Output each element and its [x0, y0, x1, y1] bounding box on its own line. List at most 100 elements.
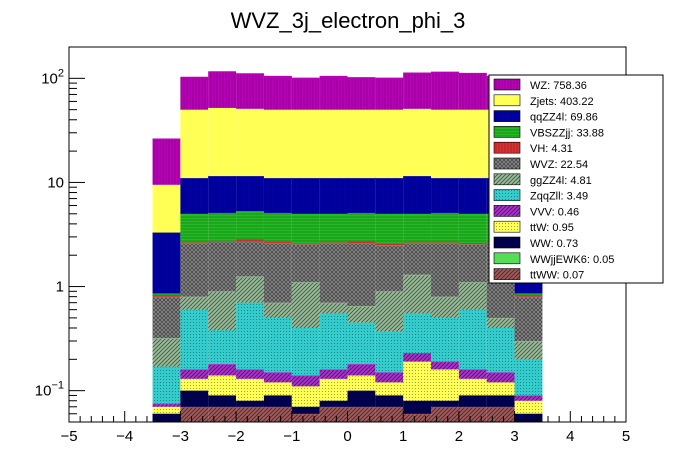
y-axis: 10−1 1 10 102: [35, 46, 85, 423]
bar-segment: [263, 242, 292, 303]
bar-segment: [236, 73, 264, 109]
bar-segment: [263, 406, 292, 422]
bar-segment: [319, 75, 348, 110]
legend-label: Zjets: 403.22: [530, 96, 594, 108]
bar-segment: [347, 242, 376, 307]
legend-entry: WWjjEWK6: 0.05: [493, 252, 614, 266]
bar-segment: [180, 242, 209, 297]
bar-segment: [208, 107, 237, 177]
bar-segment: [403, 213, 432, 243]
bar-segment: [431, 212, 459, 243]
bar-segment: [263, 241, 292, 244]
x-tick-label: 2: [455, 428, 463, 445]
bar-segment: [514, 399, 543, 414]
bar-segment: [291, 374, 320, 387]
x-tick-label: 4: [566, 428, 574, 445]
bar-segment: [236, 108, 264, 177]
bar-segment: [347, 363, 376, 376]
bar-segment: [152, 406, 181, 414]
chart-title: WVZ_3j_electron_phi_3: [231, 8, 466, 33]
x-tick-label: 1: [399, 428, 407, 445]
bar-segment: [403, 352, 432, 362]
bar-segment: [180, 368, 209, 379]
bar-segment: [486, 327, 515, 373]
bar-segment: [514, 413, 543, 422]
bar-segment: [152, 184, 181, 233]
bar-segment: [152, 294, 181, 297]
bar-segment: [152, 295, 181, 339]
bar-segment: [208, 290, 237, 331]
bar-segment: [514, 295, 543, 341]
legend-entry: VH: 4.31: [493, 141, 573, 155]
bar-segment: [347, 77, 376, 110]
legend-entry: Zjets: 403.22: [493, 94, 594, 108]
bar-segment: [236, 406, 264, 422]
bar-segment: [431, 360, 459, 370]
bar-segment: [458, 378, 487, 396]
bar-segment: [431, 399, 459, 407]
bar-segment: [458, 72, 487, 110]
legend-entry: ggZZ4l: 4.81: [493, 173, 592, 187]
bar-segment: [347, 406, 376, 422]
bar-segment: [236, 301, 264, 370]
bar-segment: [375, 381, 404, 396]
y-tick-label: 102: [41, 67, 64, 87]
bar-segment: [458, 243, 487, 283]
bar-segment: [486, 317, 515, 328]
legend: WZ: 758.36 Zjets: 403.22 qqZZ4l: 69.86 VBSZ…: [488, 74, 664, 284]
y-tick-label: 1: [56, 279, 64, 296]
bar-segment: [486, 394, 515, 407]
legend-entry: WVZ: 22.54: [493, 157, 588, 171]
x-tick-label: 0: [343, 428, 351, 445]
bar-segment: [431, 108, 459, 179]
bar-segment: [319, 242, 348, 303]
bar-segment: [403, 175, 432, 214]
bar-segment: [431, 317, 459, 362]
legend-label: VVV: 0.46: [530, 206, 579, 218]
legend-entry: ZqqZll: 3.49: [493, 189, 588, 203]
bar-segment: [458, 281, 487, 310]
bar-segment: [403, 413, 432, 422]
bar-segment: [291, 213, 320, 244]
bar-segment: [291, 406, 320, 414]
bar-segment: [291, 108, 320, 179]
x-tick-label: −5: [60, 428, 77, 445]
bars-layer: [152, 71, 543, 422]
bar-segment: [347, 305, 376, 323]
bar-segment: [347, 389, 376, 407]
y-tick-label: 10: [47, 174, 64, 191]
bar-segment: [180, 308, 209, 370]
bar-segment: [431, 242, 459, 297]
bar-segment: [180, 241, 209, 244]
bar-segment: [263, 371, 292, 383]
bar-segment: [208, 329, 237, 365]
bar-segment: [319, 241, 348, 244]
bar-segment: [375, 242, 404, 246]
bar-segment: [375, 213, 404, 244]
bar-segment: [291, 385, 320, 407]
bar-segment: [263, 381, 292, 396]
bar-segment: [347, 177, 376, 213]
legend-label: qqZZ4l: 69.86: [530, 112, 598, 124]
bar-segment: [319, 399, 348, 407]
bar-segment: [319, 378, 348, 401]
legend-entry: VBSZZjj: 33.88: [493, 126, 604, 139]
bar-segment: [208, 374, 237, 396]
legend-label: ttWW: 0.07: [530, 270, 584, 282]
bar-segment: [208, 240, 237, 292]
bar-segment: [514, 394, 543, 401]
legend-entry: WZ: 758.36: [493, 78, 587, 92]
bar-segment: [431, 406, 459, 422]
legend-label: ttW: 0.95: [530, 222, 574, 234]
bar-segment: [319, 177, 348, 214]
bar-segment: [486, 381, 515, 396]
bar-segment: [208, 394, 237, 407]
bar-segment: [291, 413, 320, 422]
bar-segment: [236, 275, 264, 303]
bar-segment: [263, 301, 292, 318]
bar-segment: [180, 108, 209, 179]
bar-segment: [208, 175, 237, 213]
bar-segment: [375, 244, 404, 292]
bar-segment: [403, 108, 432, 177]
